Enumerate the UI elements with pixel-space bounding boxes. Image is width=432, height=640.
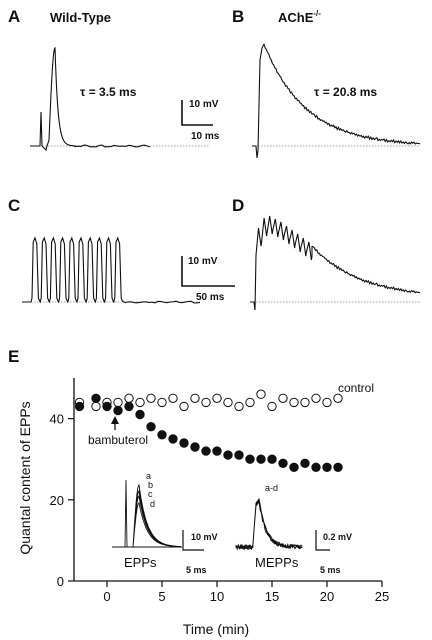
panel-c-trace — [22, 236, 201, 304]
bambuterol-point — [223, 450, 233, 460]
panel-a-tau: τ = 3.5 ms — [80, 85, 137, 99]
inset-epp-traces — [112, 479, 182, 548]
control-point — [157, 397, 167, 408]
bambuterol-point — [322, 462, 332, 472]
bambuterol-point — [256, 454, 266, 464]
control-point — [179, 401, 189, 412]
bambuterol-point — [102, 401, 112, 412]
epp-scale-t: 5 ms — [186, 565, 207, 575]
control-point — [245, 397, 255, 408]
x-tick-label: 5 — [158, 589, 165, 604]
mepp-trace-label: a-d — [265, 483, 278, 493]
bambuterol-point — [201, 446, 211, 456]
bambuterol-point — [168, 434, 178, 444]
y-tick-label: 0 — [57, 574, 64, 589]
panel-d-trace — [250, 215, 421, 311]
panel-b-trace — [252, 43, 421, 159]
control-point — [190, 393, 200, 403]
panel-e-axes: 0 5 10 15 20 25 0 20 40 — [50, 378, 389, 604]
bambuterol-point — [146, 422, 156, 432]
control-point — [124, 393, 134, 403]
bambuterol-point — [135, 409, 145, 420]
control-point — [223, 397, 233, 408]
panel-d-label: D — [232, 196, 244, 215]
panel-a-label: A — [8, 7, 20, 26]
control-point — [333, 393, 343, 403]
y-axis-label: Quantal content of EPPs — [17, 401, 33, 554]
bambuterol-point — [124, 401, 134, 412]
control-point — [234, 401, 244, 412]
bambuterol-point — [267, 454, 277, 464]
control-point — [256, 389, 266, 399]
control-point — [113, 397, 123, 408]
panel-b-tau: τ = 20.8 ms — [314, 85, 377, 99]
panel-c-scale-t: 50 ms — [196, 292, 225, 303]
bambuterol-point — [74, 401, 85, 412]
control-point — [201, 397, 211, 408]
bambuterol-point — [113, 405, 123, 416]
y-tick-label: 40 — [50, 412, 64, 427]
x-axis-label: Time (min) — [183, 621, 249, 637]
mepp-scale-bar — [315, 530, 330, 551]
panel-b-label: B — [232, 7, 244, 26]
epp-trace-a: a — [146, 471, 151, 481]
mepp-scale-v: 0.2 mV — [323, 532, 352, 542]
x-tick-label: 10 — [210, 589, 224, 604]
epp-inset-label: EPPs — [124, 555, 157, 570]
bambuterol-point — [278, 458, 288, 468]
bambuterol-point — [157, 430, 167, 440]
bambuterol-point — [179, 438, 189, 448]
epp-trace-c: c — [148, 489, 153, 499]
panel-c-scale-bar — [181, 256, 235, 287]
panel-a-scale-v: 10 mV — [189, 99, 219, 110]
x-tick-label: 0 — [103, 589, 110, 604]
epp-trace-d: d — [150, 499, 155, 509]
bambuterol-point — [91, 393, 101, 403]
bambuterol-point — [300, 458, 310, 468]
x-tick-label: 25 — [375, 589, 389, 604]
panel-b-title: AChE-/- — [278, 9, 321, 25]
panel-c-scale-v: 10 mV — [188, 256, 218, 267]
epp-trace-b: b — [148, 480, 153, 490]
bambuterol-point — [333, 462, 343, 472]
control-point — [267, 401, 277, 412]
panel-a-trace — [30, 46, 151, 152]
bambuterol-point — [234, 450, 244, 460]
x-tick-label: 20 — [320, 589, 334, 604]
bambuterol-point — [212, 446, 222, 456]
bambuterol-arrow-head — [111, 416, 119, 424]
control-point — [278, 393, 288, 403]
control-point — [300, 397, 310, 408]
control-point — [146, 393, 156, 403]
y-tick-label: 20 — [50, 493, 64, 508]
control-point — [289, 397, 299, 408]
panel-e-data-points — [74, 389, 343, 472]
epp-scale-bar — [182, 530, 204, 551]
control-point — [135, 397, 145, 408]
bambuterol-point — [245, 454, 255, 464]
panel-a-title: Wild-Type — [50, 10, 111, 25]
x-tick-label: 15 — [265, 589, 279, 604]
bambuterol-label: bambuterol — [88, 433, 148, 447]
control-point — [91, 401, 101, 412]
control-point — [168, 393, 178, 403]
panel-a-scale-t: 10 ms — [191, 131, 220, 142]
panel-a-scale-bar — [181, 100, 213, 126]
bambuterol-point — [289, 462, 299, 472]
control-label: control — [338, 381, 374, 395]
epp-scale-v: 10 mV — [191, 532, 218, 542]
panel-c-label: C — [8, 196, 20, 215]
mepp-scale-t: 5 ms — [320, 565, 341, 575]
control-point — [212, 393, 222, 403]
control-point — [322, 397, 332, 408]
panel-e-label: E — [8, 347, 19, 366]
inset-mepp-traces — [235, 497, 303, 551]
bambuterol-point — [311, 462, 321, 472]
mepp-inset-label: MEPPs — [255, 555, 299, 570]
control-point — [311, 393, 321, 403]
bambuterol-point — [190, 442, 200, 452]
